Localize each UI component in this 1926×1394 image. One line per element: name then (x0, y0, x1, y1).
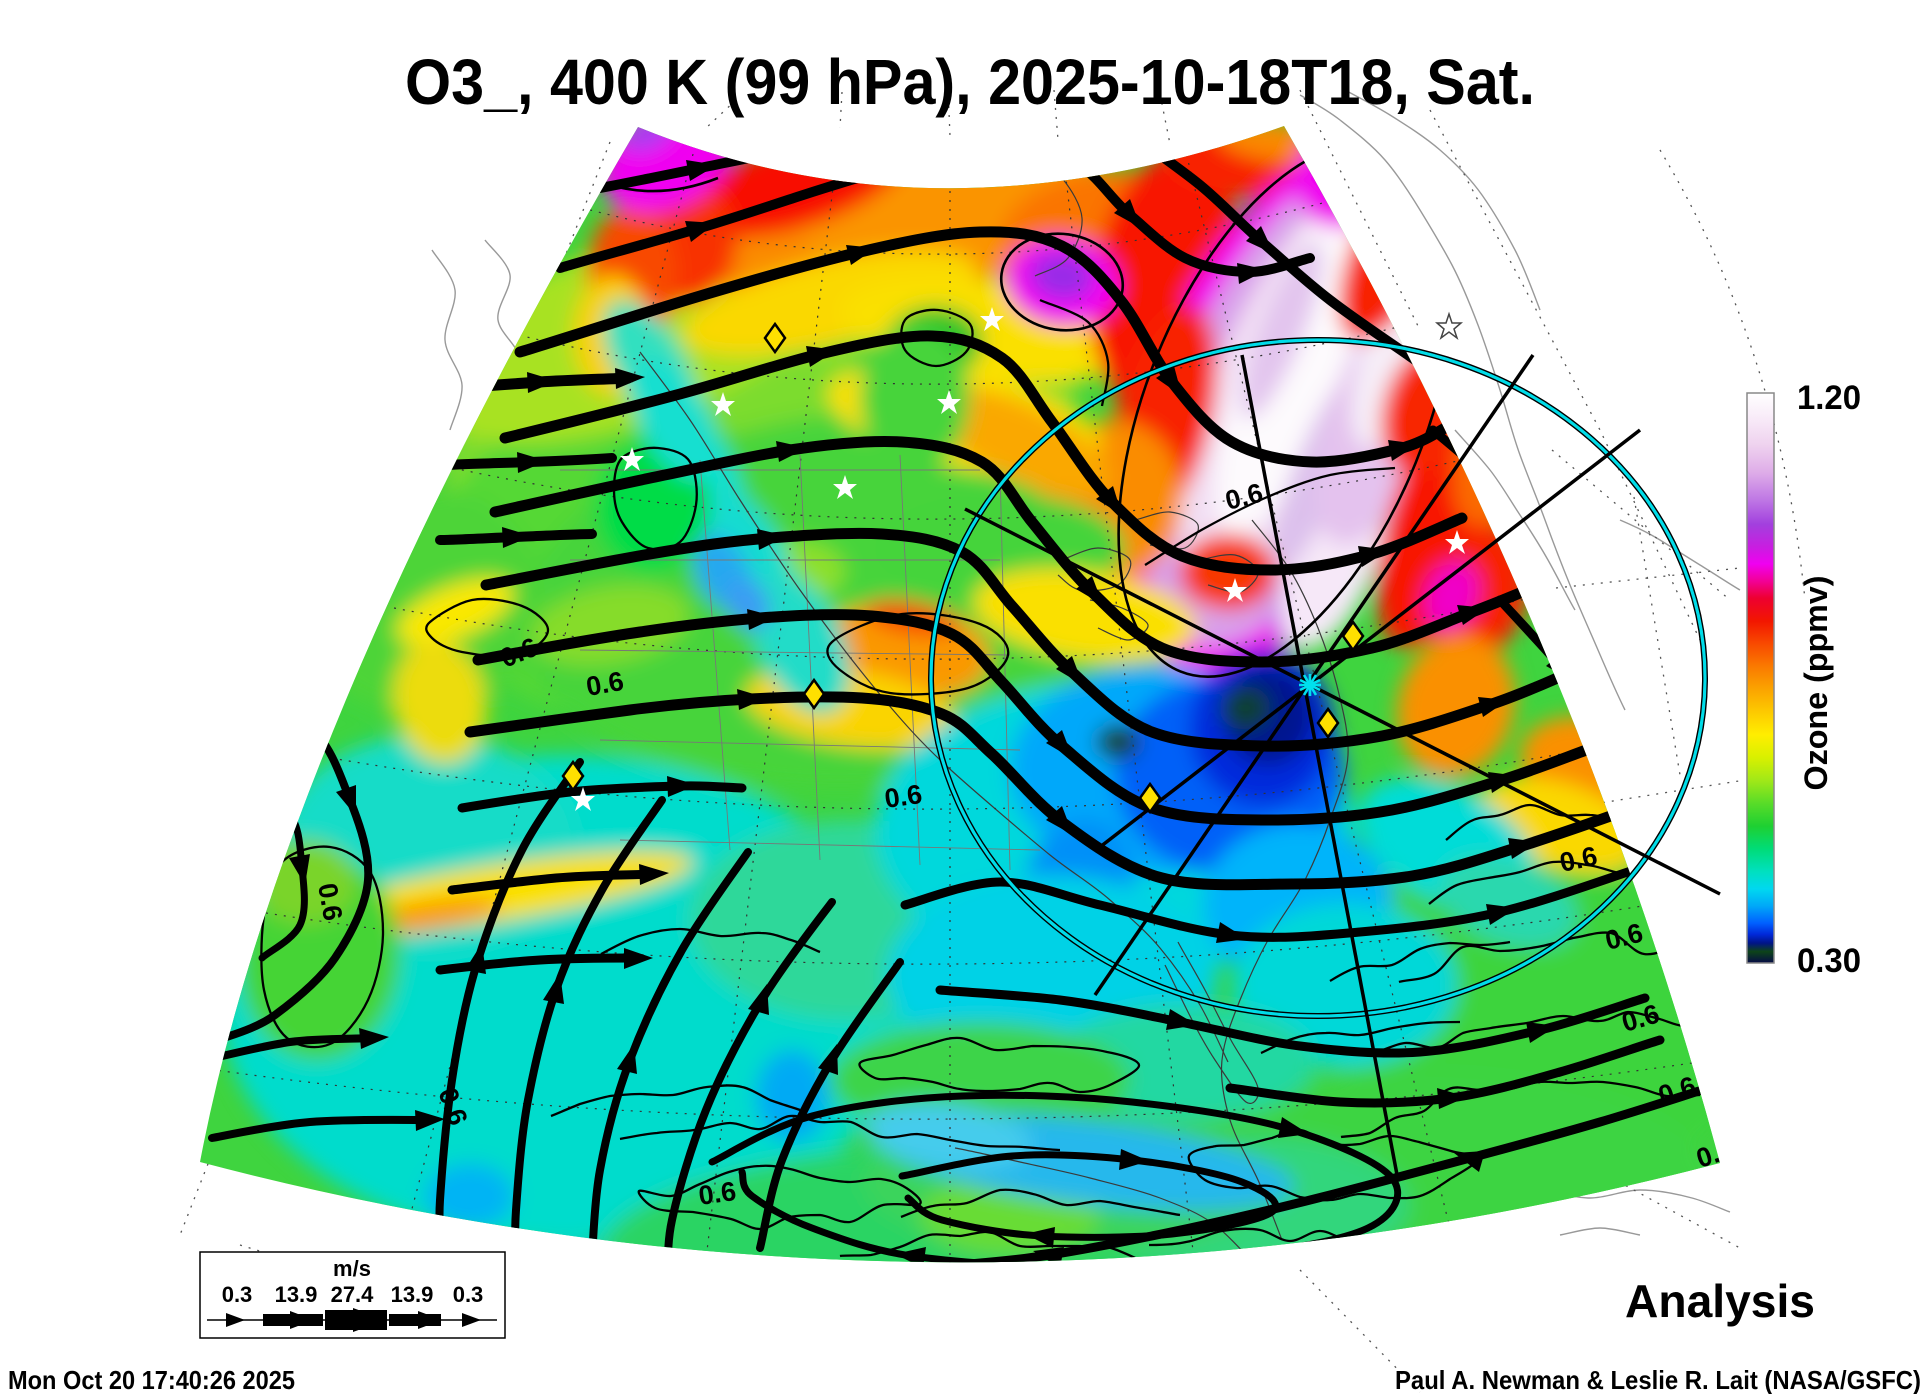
svg-text:0.3: 0.3 (222, 1282, 253, 1307)
svg-text:O3_, 400 K (99 hPa), 2025-10-1: O3_, 400 K (99 hPa), 2025-10-18T18, Sat. (405, 46, 1535, 118)
svg-text:m/s: m/s (333, 1256, 371, 1281)
svg-text:Paul A. Newman & Leslie R. Lai: Paul A. Newman & Leslie R. Lait (NASA/GS… (1395, 1365, 1921, 1394)
svg-text:0.6: 0.6 (883, 779, 924, 814)
svg-text:27.4: 27.4 (331, 1282, 375, 1307)
svg-text:Ozone (ppmv): Ozone (ppmv) (1798, 576, 1834, 791)
svg-text:Analysis: Analysis (1625, 1275, 1815, 1327)
svg-text:0.6: 0.6 (584, 666, 626, 702)
svg-text:0.30: 0.30 (1797, 942, 1861, 980)
svg-text:0.6: 0.6 (312, 881, 348, 923)
svg-text:13.9: 13.9 (391, 1282, 434, 1307)
svg-text:0.6: 0.6 (697, 1176, 738, 1211)
svg-text:Mon Oct 20 17:40:26 2025: Mon Oct 20 17:40:26 2025 (8, 1365, 295, 1394)
svg-text:13.9: 13.9 (275, 1282, 318, 1307)
svg-text:0.3: 0.3 (453, 1282, 484, 1307)
svg-text:1.20: 1.20 (1797, 379, 1861, 417)
